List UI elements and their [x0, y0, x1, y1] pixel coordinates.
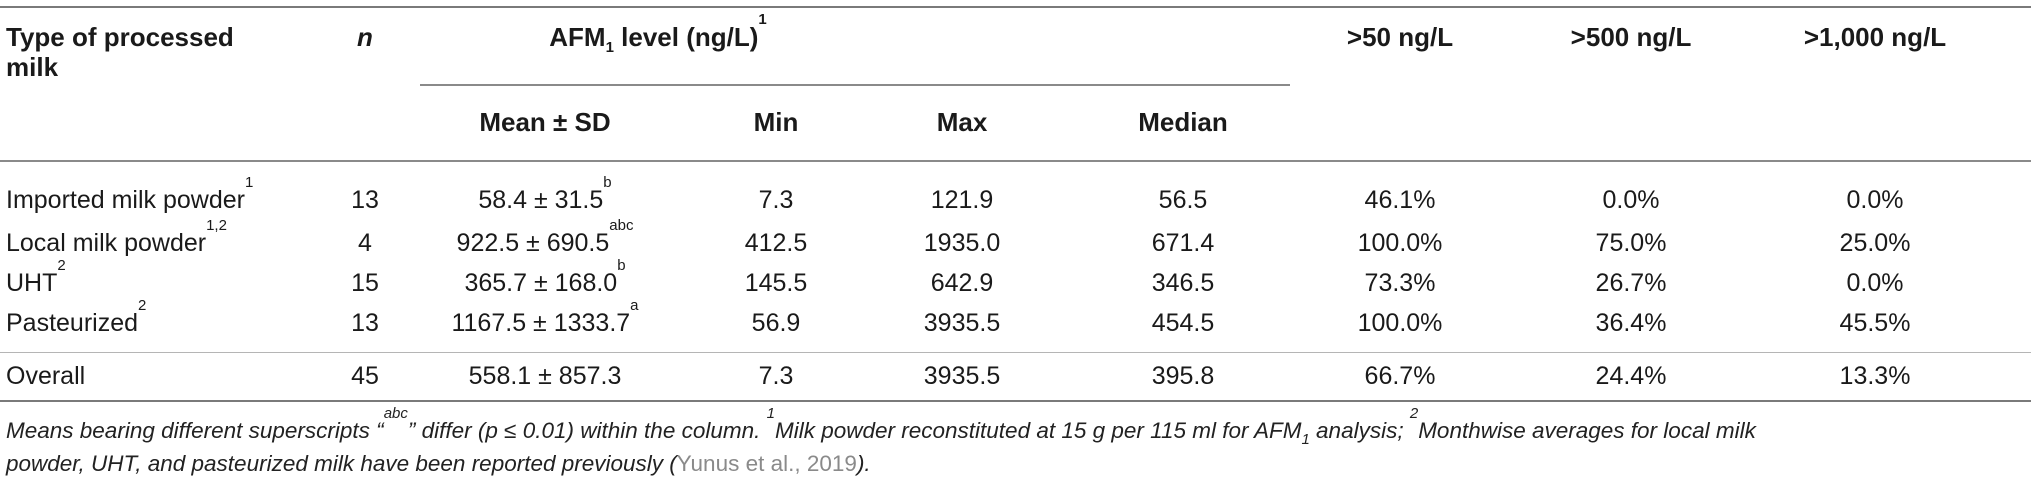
- header-type: Type of processed milk: [6, 22, 234, 82]
- afm-group-rule: [420, 84, 1290, 86]
- cell-mean-sd: 1167.5 ± 1333.7a: [451, 297, 639, 337]
- header-n: n: [357, 22, 373, 52]
- cell-gt50: 73.3%: [1364, 269, 1436, 297]
- cell-n: 45: [351, 362, 379, 390]
- header-median: Median: [1138, 107, 1228, 137]
- header-afm-prefix: AFM: [549, 22, 606, 52]
- header-afm-suffix: level (ng/L): [613, 22, 759, 52]
- cell-max: 1935.0: [923, 229, 1001, 257]
- cell-type: Pasteurized2: [6, 297, 147, 337]
- cell-n: 13: [351, 186, 379, 214]
- header-min: Min: [753, 107, 799, 137]
- cell-median: 395.8: [1151, 362, 1215, 390]
- cell-n: 15: [351, 269, 379, 297]
- cell-median: 346.5: [1151, 269, 1215, 297]
- cell-gt50: 100.0%: [1357, 309, 1443, 337]
- header-gt50: >50 ng/L: [1346, 22, 1454, 52]
- cell-min: 56.9: [751, 309, 801, 337]
- cell-gt1000: 0.0%: [1846, 269, 1904, 297]
- cell-type: Local milk powder1,2: [6, 217, 227, 257]
- cell-gt500: 0.0%: [1602, 186, 1660, 214]
- cell-max: 3935.5: [923, 362, 1001, 390]
- table-top-rule: [0, 6, 2031, 8]
- cell-min: 412.5: [744, 229, 808, 257]
- cell-n: 4: [358, 229, 372, 257]
- cell-max: 3935.5: [923, 309, 1001, 337]
- cell-max: 121.9: [930, 186, 994, 214]
- header-mean-sd: Mean ± SD: [479, 107, 611, 137]
- cell-n: 13: [351, 309, 379, 337]
- cell-min: 7.3: [758, 186, 794, 214]
- cell-mean-sd: 58.4 ± 31.5b: [478, 174, 612, 214]
- cell-gt500: 36.4%: [1595, 309, 1667, 337]
- cell-gt50: 46.1%: [1364, 186, 1436, 214]
- cell-gt500: 75.0%: [1595, 229, 1667, 257]
- cell-gt1000: 13.3%: [1839, 362, 1911, 390]
- cell-mean-sd: 558.1 ± 857.3: [468, 362, 622, 390]
- header-type-line2: milk: [6, 52, 59, 82]
- header-afm-sub: 1: [605, 39, 614, 56]
- header-max: Max: [936, 107, 988, 137]
- cell-min: 145.5: [744, 269, 808, 297]
- overall-separator-rule: [0, 352, 2031, 353]
- cell-type: Overall: [6, 362, 86, 390]
- cell-median: 56.5: [1158, 186, 1208, 214]
- cell-min: 7.3: [758, 362, 794, 390]
- cell-gt1000: 0.0%: [1846, 186, 1904, 214]
- cell-gt1000: 45.5%: [1839, 309, 1911, 337]
- header-afm-level: AFM1 level (ng/L)1: [549, 12, 766, 55]
- header-afm-sup: 1: [758, 11, 767, 28]
- cell-gt50: 66.7%: [1364, 362, 1436, 390]
- footnote-line-1: Means bearing different superscripts “ab…: [6, 405, 1756, 448]
- cell-median: 671.4: [1151, 229, 1215, 257]
- cell-gt50: 100.0%: [1357, 229, 1443, 257]
- header-gt500: >500 ng/L: [1570, 22, 1692, 52]
- footnote-line-2: powder, UHT, and pasteurized milk have b…: [6, 451, 871, 476]
- cell-mean-sd: 922.5 ± 690.5abc: [456, 217, 634, 257]
- citation-link[interactable]: Yunus et al., 2019: [676, 451, 857, 476]
- cell-type: Imported milk powder1: [6, 174, 254, 214]
- header-gt1000: >1,000 ng/L: [1803, 22, 1947, 52]
- cell-mean-sd: 365.7 ± 168.0b: [464, 257, 626, 297]
- header-type-line1: Type of processed: [6, 22, 234, 52]
- table-bottom-rule: [0, 400, 2031, 402]
- cell-median: 454.5: [1151, 309, 1215, 337]
- cell-max: 642.9: [930, 269, 994, 297]
- header-bottom-rule: [0, 160, 2031, 162]
- cell-gt500: 26.7%: [1595, 269, 1667, 297]
- cell-gt1000: 25.0%: [1839, 229, 1911, 257]
- cell-type: UHT2: [6, 257, 66, 297]
- cell-gt500: 24.4%: [1595, 362, 1667, 390]
